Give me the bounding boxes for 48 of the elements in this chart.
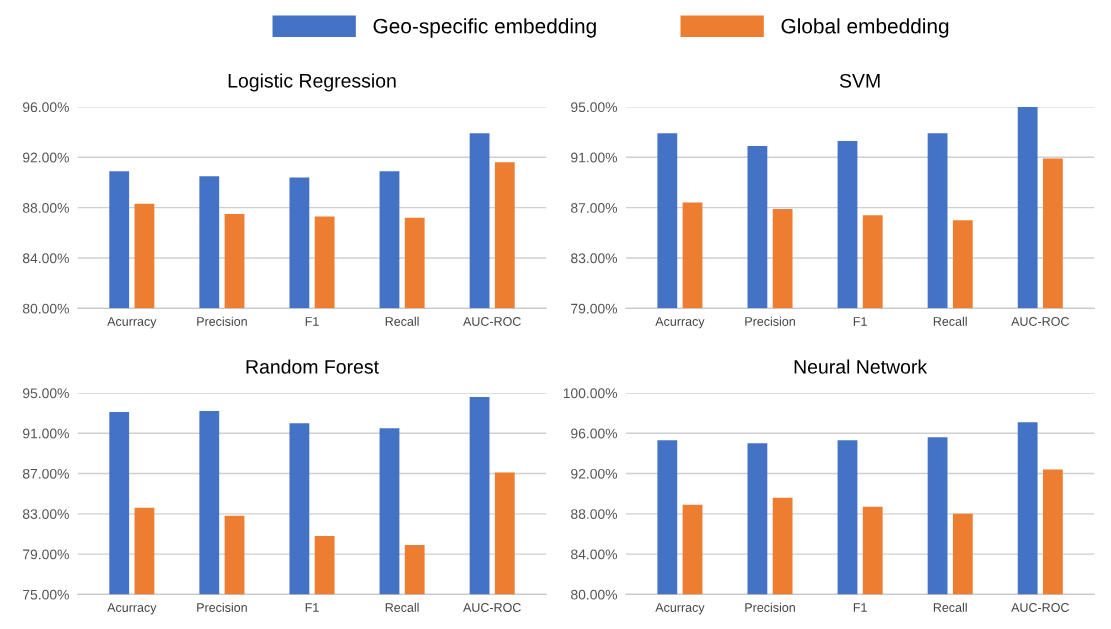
x-tick-label: Acurracy — [107, 317, 157, 329]
x-tick-label: Precision — [745, 316, 795, 326]
x-tick-label: F1 — [853, 603, 867, 612]
x-tick-label: Acurracy — [107, 603, 157, 615]
y-tick-label: 88.00% — [22, 202, 69, 213]
chart-title: Neural Network — [794, 359, 928, 374]
y-tick-label: 87.00% — [571, 202, 618, 213]
x-tick-label: AUC-ROC — [1011, 603, 1069, 612]
x-tick-label: F1 — [853, 317, 867, 326]
x-tick-label: Acurracy — [655, 317, 705, 329]
x-tick-label: AUC-ROC — [463, 317, 521, 326]
x-tick-label: Precision — [197, 316, 247, 326]
legend-label: Global embedding — [781, 18, 949, 38]
y-tick-label: 95.00% — [22, 388, 69, 399]
y-tick-label: 83.00% — [571, 253, 618, 264]
legend-label: Geo-specific embedding — [373, 18, 596, 38]
y-tick-label: 84.00% — [571, 549, 618, 560]
y-tick-label: 91.00% — [571, 152, 618, 163]
y-tick-label: 92.00% — [22, 152, 69, 163]
x-tick-label: Precision — [745, 602, 795, 612]
y-tick-label: 92.00% — [571, 468, 618, 479]
chart-title: Logistic Regression — [228, 73, 396, 92]
y-tick-label: 79.00% — [23, 549, 69, 560]
x-tick-label: Acurracy — [655, 603, 705, 615]
x-tick-label: AUC-ROC — [1011, 317, 1069, 326]
x-tick-label: Recall — [385, 602, 419, 612]
y-tick-label: 75.00% — [23, 589, 69, 600]
y-tick-label: 84.00% — [22, 253, 69, 264]
y-tick-label: 83.00% — [22, 509, 69, 519]
y-tick-label: 79.00% — [571, 303, 618, 314]
x-tick-label: AUC-ROC — [463, 603, 521, 612]
x-tick-label: F1 — [305, 317, 319, 326]
y-tick-label: 95.00% — [571, 102, 618, 113]
chart-title: Random Forest — [246, 359, 379, 374]
y-tick-label: 96.00% — [571, 428, 618, 439]
y-tick-label: 87.00% — [22, 468, 69, 479]
x-tick-label: Recall — [933, 602, 967, 612]
x-tick-label: Recall — [933, 316, 967, 326]
chart-title: SVM — [839, 73, 880, 88]
y-tick-label: 96.00% — [22, 102, 69, 113]
y-tick-label: 88.00% — [571, 509, 618, 519]
x-tick-label: F1 — [305, 603, 319, 612]
y-tick-label: 100.00% — [563, 388, 618, 399]
x-tick-label: Recall — [385, 316, 419, 326]
y-tick-label: 80.00% — [571, 589, 618, 600]
y-tick-label: 91.00% — [22, 428, 69, 439]
x-tick-label: Precision — [197, 602, 247, 612]
y-tick-label: 80.00% — [22, 303, 69, 314]
